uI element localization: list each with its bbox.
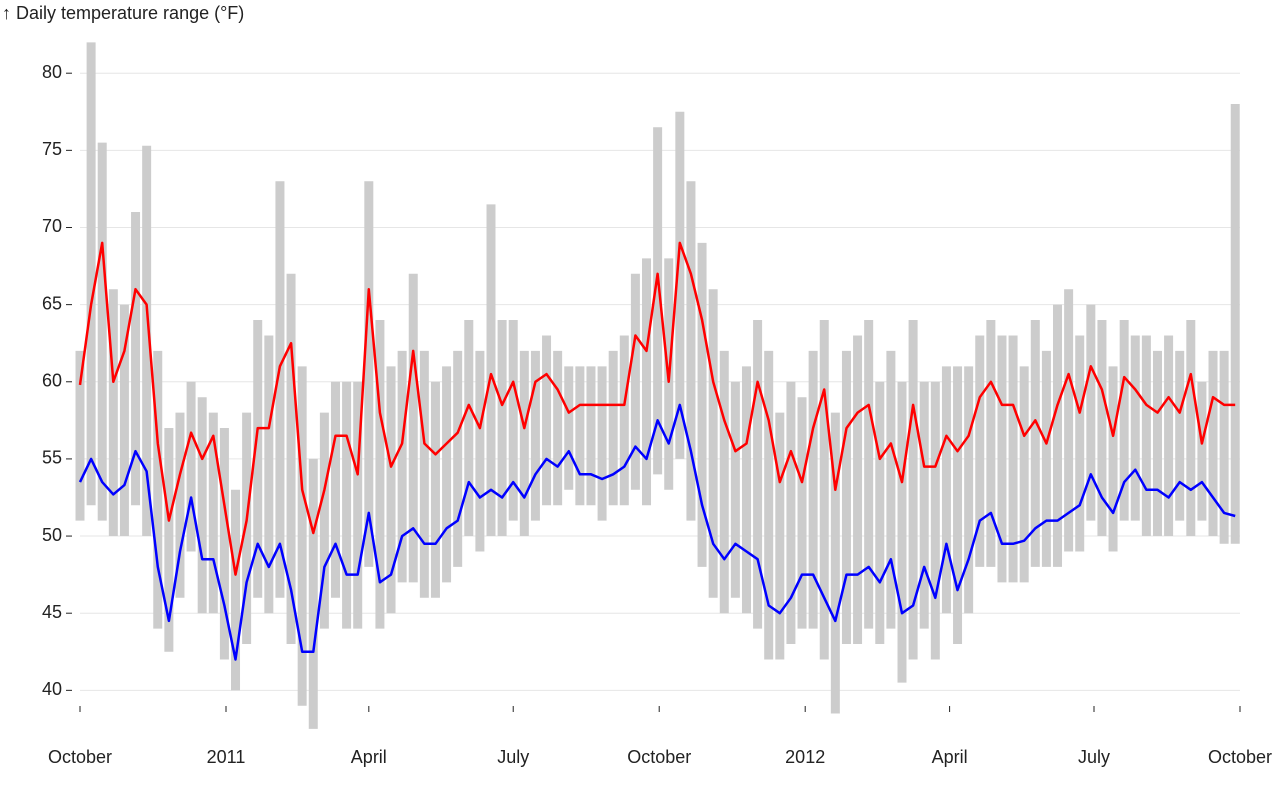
x-tick-label: July: [1078, 747, 1110, 767]
y-tick-label: 80: [42, 62, 62, 82]
x-tick-label: April: [932, 747, 968, 767]
series-line: [78, 403, 1236, 661]
y-tick-label: 45: [42, 602, 62, 622]
x-tick-label: April: [351, 747, 387, 767]
y-tick-label: 55: [42, 448, 62, 468]
series-line: [78, 241, 1236, 576]
y-tick-label: 60: [42, 371, 62, 391]
x-tick-label: 2011: [207, 747, 246, 767]
y-tick-label: 50: [42, 525, 62, 545]
y-tick-label: 70: [42, 216, 62, 236]
x-tick-label: October: [1208, 747, 1272, 767]
x-tick-label: 2012: [785, 747, 825, 767]
y-tick-label: 65: [42, 293, 62, 313]
y-tick-label: 40: [42, 679, 62, 699]
x-tick-label: July: [497, 747, 529, 767]
x-tick-label: October: [627, 747, 691, 767]
y-tick-label: 75: [42, 139, 62, 159]
x-tick-label: October: [48, 747, 112, 767]
y-axis-label: ↑ Daily temperature range (°F): [2, 3, 244, 23]
